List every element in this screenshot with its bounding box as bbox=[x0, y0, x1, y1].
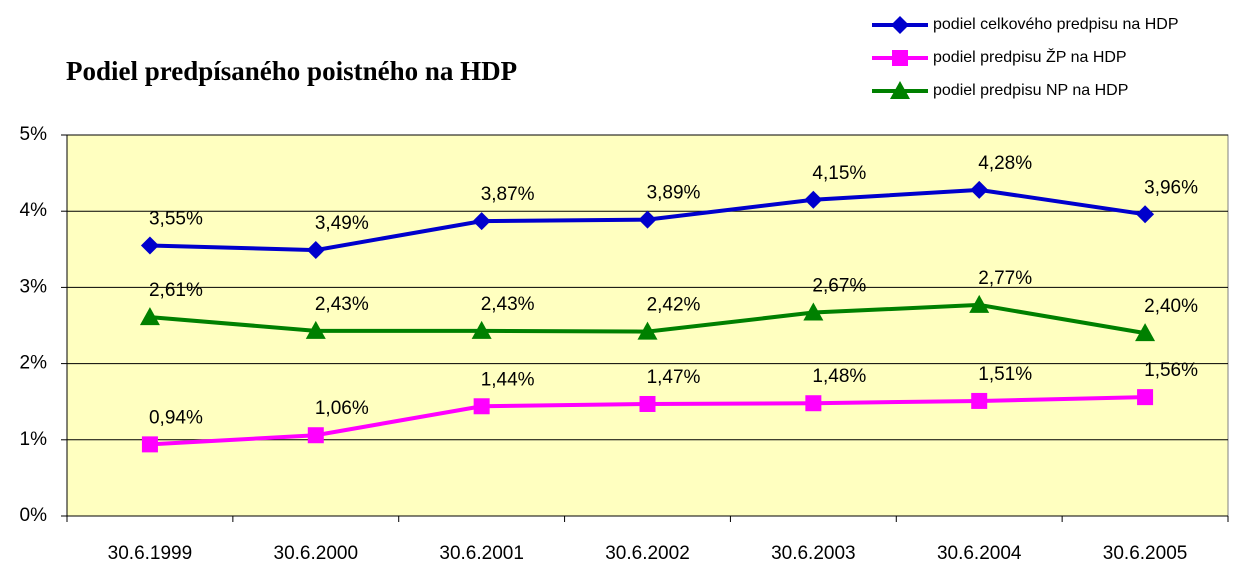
data-point bbox=[141, 436, 158, 453]
legend-marker bbox=[891, 16, 909, 34]
data-label: 4,28% bbox=[978, 153, 1032, 174]
data-label: 1,56% bbox=[1144, 360, 1198, 381]
data-label: 3,89% bbox=[647, 183, 701, 204]
data-point bbox=[803, 302, 824, 321]
data-label: 1,51% bbox=[978, 364, 1032, 385]
data-label: 2,42% bbox=[647, 295, 701, 316]
data-point bbox=[1136, 205, 1155, 224]
data-point bbox=[637, 321, 658, 340]
data-point bbox=[970, 180, 989, 199]
x-tick-label: 30.6.2003 bbox=[771, 543, 856, 564]
data-label: 3,55% bbox=[149, 209, 203, 230]
x-tick-label: 30.6.2000 bbox=[274, 543, 359, 564]
data-point bbox=[1135, 323, 1156, 342]
data-label: 2,61% bbox=[149, 280, 203, 301]
data-point bbox=[307, 427, 324, 444]
legend-label: podiel predpisu NP na HDP bbox=[933, 82, 1128, 99]
data-label: 4,15% bbox=[812, 163, 866, 184]
data-point bbox=[473, 398, 490, 415]
y-tick-label: 1% bbox=[20, 429, 48, 450]
data-label: 0,94% bbox=[149, 407, 203, 428]
legend-label: podiel celkového predpisu na HDP bbox=[933, 16, 1178, 33]
data-label: 1,06% bbox=[315, 398, 369, 419]
data-point bbox=[305, 320, 326, 339]
data-point bbox=[971, 392, 988, 409]
data-label: 1,47% bbox=[647, 367, 701, 388]
data-point bbox=[639, 395, 656, 412]
x-tick-label: 30.6.2002 bbox=[605, 543, 690, 564]
legend-label: podiel predpisu ŽP na HDP bbox=[933, 47, 1127, 66]
data-point bbox=[472, 212, 491, 231]
legend-marker bbox=[890, 81, 910, 99]
data-label: 2,43% bbox=[481, 294, 535, 315]
data-point bbox=[804, 190, 823, 209]
x-tick-label: 30.6.2005 bbox=[1103, 543, 1188, 564]
chart-title: Podiel predpísaného poistného na HDP bbox=[66, 56, 517, 86]
data-point bbox=[805, 395, 822, 412]
data-point bbox=[638, 210, 657, 229]
y-tick-label: 5% bbox=[20, 124, 48, 145]
data-point bbox=[306, 241, 325, 260]
data-point bbox=[140, 236, 159, 255]
x-tick-label: 30.6.2004 bbox=[937, 543, 1022, 564]
data-label: 2,40% bbox=[1144, 296, 1198, 317]
data-label: 2,43% bbox=[315, 294, 369, 315]
y-tick-label: 0% bbox=[20, 505, 48, 526]
x-tick-label: 30.6.2001 bbox=[439, 543, 524, 564]
y-tick-label: 4% bbox=[20, 200, 48, 221]
data-label: 1,44% bbox=[481, 369, 535, 390]
data-label: 3,49% bbox=[315, 213, 369, 234]
y-tick-label: 2% bbox=[20, 353, 48, 374]
data-point bbox=[969, 294, 990, 313]
data-label: 3,87% bbox=[481, 184, 535, 205]
data-label: 2,77% bbox=[978, 268, 1032, 289]
data-label: 1,48% bbox=[812, 366, 866, 387]
y-tick-label: 3% bbox=[20, 276, 48, 297]
x-tick-label: 30.6.1999 bbox=[108, 543, 193, 564]
data-label: 2,67% bbox=[812, 276, 866, 297]
data-point bbox=[471, 320, 492, 339]
data-point bbox=[139, 307, 160, 326]
legend-marker bbox=[892, 50, 908, 66]
data-point bbox=[1137, 389, 1154, 406]
data-label: 3,96% bbox=[1144, 177, 1198, 198]
